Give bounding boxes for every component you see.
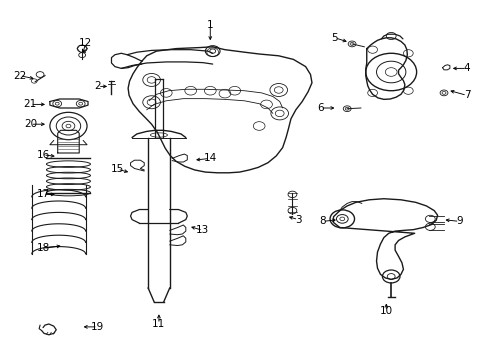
Text: 3: 3	[294, 215, 301, 225]
Text: 19: 19	[91, 322, 104, 332]
Text: 11: 11	[152, 319, 165, 329]
Text: 8: 8	[319, 216, 325, 226]
Text: 16: 16	[36, 150, 50, 160]
Text: 17: 17	[36, 189, 50, 199]
Text: 13: 13	[196, 225, 209, 235]
Text: 2: 2	[94, 81, 101, 91]
Text: 18: 18	[36, 243, 50, 253]
Text: 22: 22	[13, 71, 26, 81]
Text: 4: 4	[463, 63, 469, 73]
Text: 12: 12	[79, 38, 92, 48]
Text: 5: 5	[331, 33, 338, 43]
Text: 20: 20	[24, 119, 37, 129]
Text: 14: 14	[203, 153, 217, 163]
Text: 21: 21	[23, 99, 37, 109]
Text: 15: 15	[110, 164, 124, 174]
Text: 9: 9	[455, 216, 462, 226]
Text: 10: 10	[379, 306, 392, 316]
Text: 6: 6	[316, 103, 323, 113]
Text: 7: 7	[463, 90, 469, 100]
Text: 1: 1	[206, 20, 213, 30]
